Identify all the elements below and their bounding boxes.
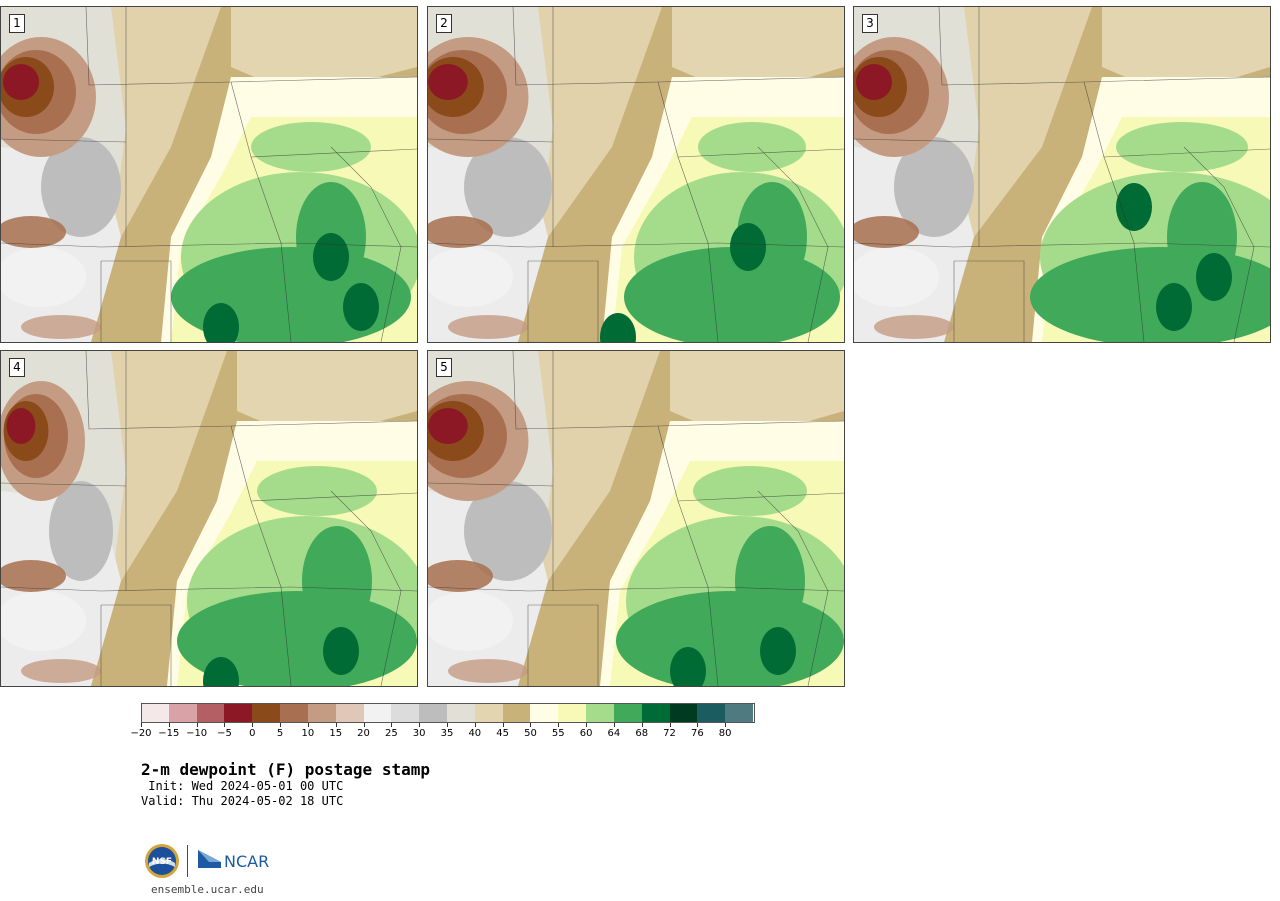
colorbar-tick: [224, 723, 226, 727]
colorbar-tick-label: 25: [384, 728, 398, 739]
panel-number: 4: [9, 358, 25, 377]
colorbar-tick: [586, 723, 588, 727]
colorbar-tick: [613, 723, 615, 727]
colorbar-tick: [669, 723, 671, 727]
colorbar-tick-label: −20: [130, 728, 152, 739]
colorbar-tick: [419, 723, 421, 727]
chart-title: 2-m dewpoint (F) postage stamp: [141, 760, 430, 779]
colorbar-tick-label: 60: [579, 728, 593, 739]
colorbar-tick-label: −5: [217, 728, 232, 739]
ncar-logo-icon: NCAR: [198, 850, 269, 871]
dewpoint-map: [854, 7, 1270, 342]
colorbar-frame: [141, 703, 755, 723]
colorbar-tick: [196, 723, 198, 727]
dewpoint-map: [1, 351, 417, 686]
nsf-logo-text: NSF: [152, 857, 172, 867]
colorbar-tick-label: 80: [718, 728, 732, 739]
panel-number: 1: [9, 14, 25, 33]
dewpoint-map: [1, 7, 417, 342]
colorbar-tick: [558, 723, 560, 727]
colorbar-tick: [530, 723, 532, 727]
nsf-logo-icon: NSF: [145, 844, 179, 878]
colorbar-tick-label: 0: [249, 728, 256, 739]
dewpoint-map: [428, 351, 844, 686]
map-panel-2: 2: [427, 6, 845, 343]
colorbar-tick-label: 40: [468, 728, 482, 739]
colorbar-tick-label: 45: [496, 728, 509, 739]
colorbar-tick: [502, 723, 504, 727]
colorbar-tick: [307, 723, 309, 727]
colorbar-tick-label: 68: [635, 728, 649, 739]
colorbar-tick-label: −15: [158, 728, 180, 739]
colorbar-tick: [252, 723, 254, 727]
colorbar-tick: [168, 723, 170, 727]
panel-number: 5: [436, 358, 452, 377]
colorbar-tick: [697, 723, 699, 727]
map-panel-3: 3: [853, 6, 1271, 343]
colorbar-tick: [447, 723, 448, 727]
colorbar-tick: [641, 723, 643, 727]
colorbar-tick-label: 35: [440, 728, 454, 739]
colorbar-tick-label: 5: [276, 728, 284, 739]
colorbar-tick-label: 50: [524, 728, 537, 739]
colorbar-tick: [474, 723, 476, 727]
colorbar-tick-label: −10: [186, 728, 208, 739]
valid-time: Valid: Thu 2024-05-02 18 UTC: [141, 794, 344, 808]
panel-number: 2: [436, 14, 452, 33]
panel-number: 3: [862, 14, 878, 33]
colorbar-tick: [335, 723, 337, 727]
website-link[interactable]: ensemble.ucar.edu: [151, 883, 264, 896]
colorbar-tick: [725, 723, 727, 727]
colorbar-tick-label: 30: [412, 728, 426, 739]
init-time: Init: Wed 2024-05-01 00 UTC: [141, 779, 344, 793]
colorbar-tick-label: 76: [690, 728, 704, 739]
colorbar-tick-label: 20: [357, 728, 370, 739]
colorbar-tick-label: 10: [301, 728, 315, 739]
colorbar-tick: [363, 723, 365, 727]
map-panel-5: 5: [427, 350, 845, 687]
ncar-logo-text: NCAR: [224, 852, 269, 871]
logo-divider: [187, 845, 188, 877]
colorbar-tick: [391, 723, 393, 727]
colorbar-tick: [141, 723, 142, 727]
colorbar-tick-label: 15: [329, 728, 343, 739]
colorbar: [141, 703, 755, 727]
colorbar-tick-label: 72: [663, 728, 676, 739]
map-panel-1: 1: [0, 6, 418, 343]
dewpoint-map: [428, 7, 844, 342]
colorbar-tick: [280, 723, 282, 727]
map-panel-4: 4: [0, 350, 418, 687]
colorbar-tick-label: 55: [551, 728, 565, 739]
colorbar-tick-label: 64: [607, 728, 621, 739]
